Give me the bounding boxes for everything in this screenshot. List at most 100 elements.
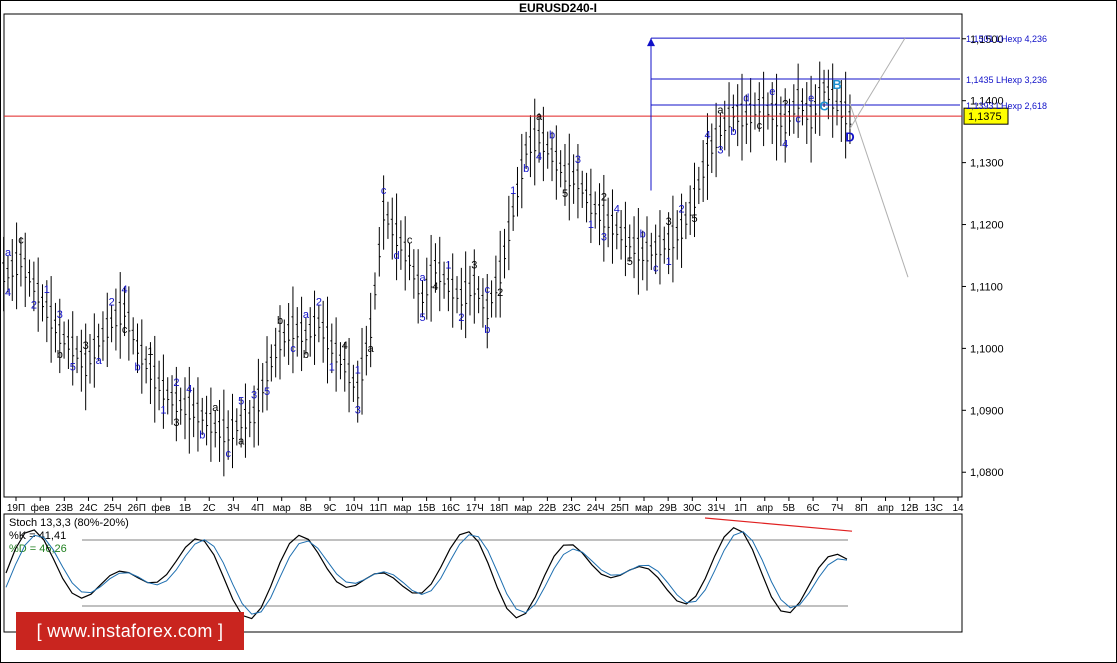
time-tick-label: 29В	[659, 503, 677, 514]
wave-label: 5	[691, 213, 697, 225]
wave-label: 5	[238, 396, 244, 408]
time-tick-label: 30С	[683, 503, 701, 514]
wave-label: 1	[160, 405, 166, 417]
time-tick-label: 18П	[490, 503, 508, 514]
time-tick-label: 13С	[925, 503, 943, 514]
time-tick-label: 23С	[562, 503, 580, 514]
time-tick-label: 1В	[179, 503, 192, 514]
projection-up-line	[849, 37, 906, 129]
wave-label: 1	[329, 361, 335, 373]
time-tick-label: 12В	[901, 503, 919, 514]
wave-label: b	[730, 126, 736, 138]
time-tick-label: 11П	[370, 503, 388, 514]
wave-label: b	[303, 349, 309, 361]
wave-label: a	[238, 436, 245, 448]
price-tick-label: 1,1000	[970, 343, 1004, 355]
wave-label: B	[832, 77, 841, 92]
time-tick-label: фев	[151, 502, 170, 514]
time-tick-label: 24Ч	[587, 503, 605, 514]
wave-label: d	[743, 92, 749, 104]
wave-label: 1	[147, 346, 153, 358]
wave-label: a	[5, 247, 12, 259]
time-tick-label: 19П	[7, 503, 25, 514]
price-tick-label: 1,1100	[970, 281, 1003, 293]
wave-label: 1	[588, 219, 594, 231]
fib-level-label: 1,1501 LHexp 4,236	[966, 34, 1047, 44]
time-tick-label: 10Ч	[345, 503, 363, 514]
time-tick-label: фев	[31, 502, 50, 514]
chart-title: EURUSD240-I	[519, 1, 597, 15]
time-tick-label: 8П	[855, 503, 868, 514]
wave-label: b	[199, 430, 205, 442]
wave-label: 4	[186, 383, 192, 395]
time-tick-label: 2С	[203, 503, 216, 514]
wave-label: 5	[562, 188, 568, 200]
wave-label: 2	[679, 204, 685, 216]
wave-label: 4	[432, 281, 438, 293]
wave-label: e	[769, 86, 775, 98]
time-tick-label: 6С	[807, 503, 820, 514]
wave-label: e	[808, 92, 814, 104]
wave-label: c	[225, 448, 231, 460]
wave-label: 3	[173, 417, 179, 429]
wave-label: 3	[83, 340, 89, 352]
wave-label: 4	[782, 138, 788, 150]
wave-label: 1	[666, 256, 672, 268]
wave-label: 4	[704, 129, 710, 141]
time-tick-label: 25Ч	[104, 503, 122, 514]
wave-label: c	[485, 284, 491, 296]
stoch-d-label: %D = 46,26	[9, 543, 67, 555]
wave-label: c	[18, 235, 24, 247]
wave-label: a	[212, 402, 219, 414]
time-tick-label: апр	[877, 503, 894, 514]
wave-label: 3	[57, 309, 63, 321]
wave-label: 1	[510, 185, 516, 197]
wave-label: 3	[666, 216, 672, 228]
wave-label: a	[303, 309, 310, 321]
price-tick-label: 1,1200	[970, 220, 1004, 232]
wave-label: c	[653, 262, 659, 274]
projection-down-line	[849, 103, 909, 278]
wave-label: b	[549, 129, 555, 141]
time-tick-label: апр	[756, 503, 773, 514]
time-tick-label: 16С	[442, 503, 460, 514]
watermark[interactable]: [ www.instaforex.com ]	[16, 612, 244, 650]
current-price-box	[963, 107, 1009, 125]
time-tick-label: 31Ч	[708, 503, 726, 514]
price-tick-label: 1,0900	[970, 405, 1004, 417]
current-price-label: 1,1375	[968, 111, 1002, 123]
time-tick-label: 7Ч	[831, 503, 843, 514]
stoch-title: Stoch 13,3,3 (80%-20%)	[9, 517, 129, 529]
wave-label: 5	[627, 256, 633, 268]
wave-label: b	[640, 229, 646, 241]
time-tick-label: мар	[514, 503, 532, 514]
wave-label: 3	[601, 231, 607, 243]
main-plot-frame	[3, 13, 963, 498]
wave-label: 2	[316, 297, 322, 309]
time-tick-label: мар	[635, 503, 653, 514]
wave-label: 4	[122, 284, 128, 296]
stoch-k-line	[5, 526, 848, 620]
wave-label: a	[536, 111, 543, 123]
stoch-d-line	[5, 531, 848, 615]
time-tick-label: 3Ч	[227, 503, 239, 514]
wave-label: b	[523, 163, 529, 175]
wave-label: c	[381, 185, 387, 197]
time-tick-label: 26П	[128, 503, 146, 514]
price-tick-label: 1,1300	[970, 158, 1004, 170]
wave-label: a	[717, 105, 724, 117]
wave-label: c	[407, 235, 413, 247]
time-tick-label: 17Ч	[466, 503, 484, 514]
wave-label: ?	[782, 98, 788, 110]
time-tick-label: 1П	[734, 503, 747, 514]
fib-arrow	[647, 38, 655, 47]
time-tick-label: 4П	[251, 503, 264, 514]
time-tick-label: 9С	[324, 503, 337, 514]
wave-label: 2	[601, 191, 607, 203]
time-tick-label: мар	[393, 503, 411, 514]
wave-label: a	[96, 355, 103, 367]
wave-label: 1	[44, 284, 50, 296]
